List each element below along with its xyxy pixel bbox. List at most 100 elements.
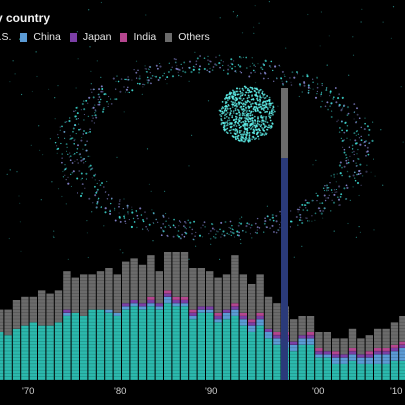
bar-segment-us	[21, 325, 29, 380]
bar-segment-us	[88, 309, 96, 380]
bar-segment-us	[256, 325, 264, 380]
bar-segment-china	[172, 303, 180, 307]
bar-segment-us	[29, 322, 37, 380]
bar-segment-china	[306, 338, 315, 345]
bar-segment-japan	[332, 354, 340, 358]
bar-segment-china	[197, 309, 205, 313]
bar-segment-japan	[147, 300, 155, 304]
bar-segment-us	[54, 322, 63, 380]
bar-segment-us	[180, 306, 189, 380]
legend-item: India	[120, 31, 156, 43]
bar-segment-others	[4, 309, 12, 336]
bar-segment-others	[399, 316, 405, 342]
bar-segment-china	[113, 312, 121, 316]
bar-segment-us	[164, 303, 172, 380]
bar-segment-others	[138, 264, 147, 304]
bar-segment-us	[214, 322, 222, 380]
bar-segment-china	[206, 309, 214, 313]
bar-segment-japan	[290, 341, 298, 345]
bar-segment-others	[155, 271, 163, 304]
bar-segment-japan	[273, 335, 281, 339]
bar-segment-japan	[63, 309, 71, 313]
bar-segment-us	[306, 344, 315, 380]
bar-segment-others	[231, 255, 239, 304]
globe-decoration	[218, 85, 276, 143]
bar-spike	[281, 88, 288, 380]
bar-segment-japan	[298, 335, 306, 339]
bar-segment-china	[264, 332, 273, 339]
bar-segment-japan	[155, 303, 163, 307]
bar-segment-china	[214, 319, 222, 323]
bar-segment-us	[96, 309, 105, 380]
bar-segment-others	[80, 274, 88, 316]
legend-swatch	[120, 32, 128, 42]
legend-label: U.S.	[0, 31, 12, 43]
bar-segment-japan	[239, 316, 247, 320]
bar-segment-others	[197, 268, 205, 307]
bar-segment-japan	[197, 306, 205, 310]
bar-segment-us	[357, 364, 365, 380]
x-tick-label: '00	[312, 386, 325, 397]
bar-segment-us	[130, 306, 138, 380]
bar-segment-us	[12, 328, 21, 380]
bar-segment-india	[315, 348, 323, 352]
bar-segment-us	[390, 360, 399, 380]
bar-segment-us	[206, 312, 214, 380]
bar-segment-china	[382, 354, 390, 364]
legend-label: China	[33, 31, 61, 43]
bar-segment-us	[222, 319, 231, 380]
bar-segment-us	[0, 332, 4, 380]
bar-segment-others	[390, 322, 399, 345]
bar-segment-us	[374, 364, 382, 380]
bar-segment-india	[374, 348, 382, 352]
bar-segment-china	[315, 354, 323, 358]
bar-segment-china	[155, 306, 163, 310]
legend: U.S. China Japan India Others	[0, 31, 219, 43]
bar-segment-us	[46, 325, 54, 380]
bar-segment-india	[180, 296, 189, 300]
bar-segment-us	[80, 316, 88, 380]
bar-segment-india	[332, 351, 340, 355]
bar-segment-china	[239, 319, 247, 326]
bar-segment-us	[382, 364, 390, 380]
bar-segment-us	[264, 338, 273, 380]
bar-segment-india	[231, 303, 239, 307]
bar-segment-china	[105, 309, 113, 313]
bar-segment-china	[189, 316, 197, 320]
bar-segment-japan	[248, 322, 256, 326]
bar-segment-others	[348, 328, 357, 348]
bar-segment-india	[306, 332, 315, 336]
bar-segment-japan	[365, 354, 373, 358]
bar-segment-us	[197, 312, 205, 380]
x-tick-label: '10	[390, 386, 403, 397]
bar-segment-others	[264, 296, 273, 329]
bar-segment-japan	[214, 316, 222, 320]
bar-segment-china	[348, 354, 357, 361]
bar-segment-others	[248, 284, 256, 320]
legend-item: U.S.	[0, 31, 11, 43]
bar-segment-others	[96, 271, 105, 310]
bar-segment-us	[172, 306, 180, 380]
bar-segment-india	[348, 348, 357, 352]
bar-segment-others	[214, 277, 222, 313]
bar-segment-others	[12, 300, 21, 329]
bar-segment-others	[130, 258, 138, 300]
bar-segment-china	[399, 348, 405, 361]
bar-segment-others	[63, 271, 71, 310]
bar-segment-china	[122, 306, 130, 310]
bar-segment-others	[122, 261, 130, 304]
bar-segment-others	[71, 277, 79, 313]
bar-segment-others	[298, 316, 306, 336]
bar-segment-india	[189, 309, 197, 313]
bar-segment-japan	[172, 300, 180, 304]
bar-segment-others	[88, 274, 96, 310]
bar-spike-others	[281, 88, 288, 158]
bar-segment-us	[147, 306, 155, 380]
chart-title: y country	[0, 11, 51, 25]
bar-segment-india	[256, 312, 264, 316]
bar-segment-china	[63, 312, 71, 316]
bar-segment-japan	[323, 351, 331, 355]
bar-segment-others	[374, 328, 382, 348]
bar-segment-japan	[315, 351, 323, 355]
bar-segment-china	[357, 357, 365, 364]
